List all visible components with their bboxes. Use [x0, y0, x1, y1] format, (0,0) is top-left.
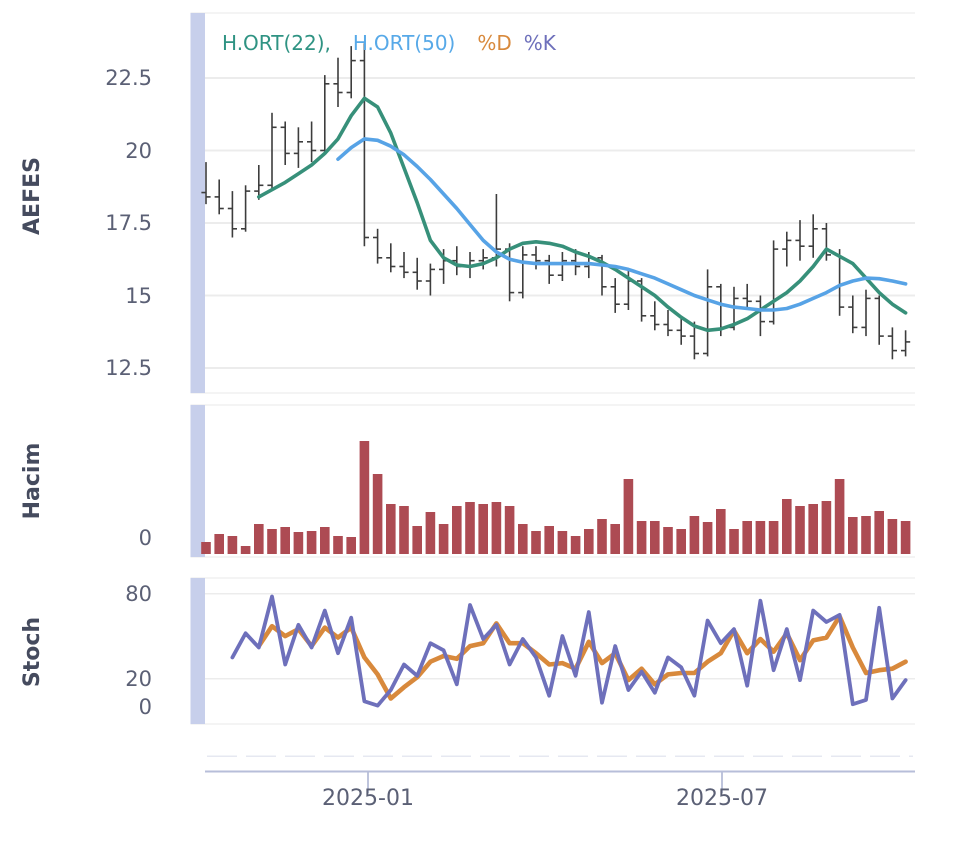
- volume-bar: [227, 536, 238, 554]
- volume-bar: [306, 531, 317, 554]
- volume-bar: [280, 527, 290, 554]
- volume-bar: [584, 529, 594, 554]
- volume-bar: [874, 511, 884, 554]
- volume-bar: [900, 521, 911, 554]
- volume-bar: [452, 506, 462, 554]
- volume-bar: [214, 534, 224, 554]
- y-tick-label: 0: [138, 526, 152, 550]
- legend-item-percent-k: %K: [523, 31, 556, 55]
- volume-bar: [768, 521, 779, 554]
- volume-bar: [544, 526, 554, 554]
- volume-bar: [412, 526, 422, 554]
- y-tick-label: 0: [138, 695, 152, 719]
- volume-bar: [346, 537, 356, 554]
- volume-bar: [570, 536, 581, 554]
- volume-bar: [491, 502, 502, 554]
- y-tick-label: 22.5: [105, 66, 152, 90]
- volume-bar: [650, 521, 660, 554]
- volume-bar: [729, 529, 739, 554]
- volume-bar: [834, 479, 845, 554]
- y-tick-label: 12.5: [105, 356, 152, 380]
- ma22-line: [257, 96, 908, 333]
- volume-bar: [465, 502, 475, 554]
- volume-bar: [755, 521, 766, 554]
- legend-item-ma50: H.ORT(50): [352, 31, 456, 55]
- volume-bar: [372, 474, 383, 554]
- volume-bar: [861, 516, 871, 554]
- y-tick-label: 15: [125, 283, 152, 308]
- volume-bar: [201, 542, 211, 554]
- volume-bar: [887, 519, 898, 554]
- volume-bar: [478, 504, 488, 554]
- volume-bar: [254, 524, 264, 554]
- price-panel-ylabel: AEFES: [20, 157, 45, 235]
- volume-bar: [636, 521, 647, 554]
- volume-bar: [795, 506, 805, 554]
- volume-bar: [663, 527, 673, 554]
- x-tick-label-jan: 2025-01: [322, 786, 414, 811]
- volume-bar: [293, 532, 304, 554]
- y-tick-label: 80: [125, 581, 152, 606]
- volume-bar: [848, 517, 858, 554]
- volume-bar: [821, 501, 832, 554]
- volume-bar: [359, 441, 370, 554]
- panel-edge-highlight: [190, 578, 205, 724]
- panel-edge-highlight: [190, 405, 205, 557]
- volume-bar: [267, 529, 277, 554]
- stoch-panel-ylabel: Stoch: [20, 616, 45, 688]
- x-tick-label-jul: 2025-07: [676, 786, 768, 811]
- legend-item-ma22: H.ORT(22),: [222, 31, 331, 55]
- panel-edge-highlight: [190, 13, 205, 393]
- stoch-k-line: [230, 594, 908, 708]
- volume-bar: [531, 531, 541, 554]
- stoch-d-line: [256, 614, 908, 701]
- volume-bar: [676, 529, 686, 554]
- volume-bar: [716, 509, 726, 554]
- volume-bar: [742, 521, 752, 554]
- y-tick-label: 20: [125, 138, 152, 163]
- legend-item-percent-d: %D: [477, 31, 512, 55]
- volume-bar: [702, 522, 713, 554]
- volume-bar: [597, 519, 607, 554]
- volume-bar: [808, 504, 818, 554]
- volume-bar: [320, 527, 330, 554]
- volume-bar: [623, 479, 634, 554]
- y-tick-label: 20: [125, 666, 152, 691]
- legend: H.ORT(22), H.ORT(50) %D %K: [222, 31, 556, 55]
- volume-bar: [518, 524, 528, 554]
- ma50-line: [336, 137, 908, 312]
- volume-bar: [610, 524, 620, 554]
- volume-bar: [782, 499, 792, 554]
- volume-bar: [333, 536, 343, 554]
- y-tick-label: 17.5: [105, 211, 152, 235]
- volume-bar: [240, 546, 251, 554]
- volume-bar: [504, 506, 515, 554]
- volume-bar: [557, 531, 568, 554]
- volume-bar: [386, 504, 396, 554]
- volume-bar: [438, 524, 449, 554]
- volume-bar: [399, 506, 409, 554]
- volume-bar: [689, 516, 700, 554]
- volume-bar: [425, 512, 436, 554]
